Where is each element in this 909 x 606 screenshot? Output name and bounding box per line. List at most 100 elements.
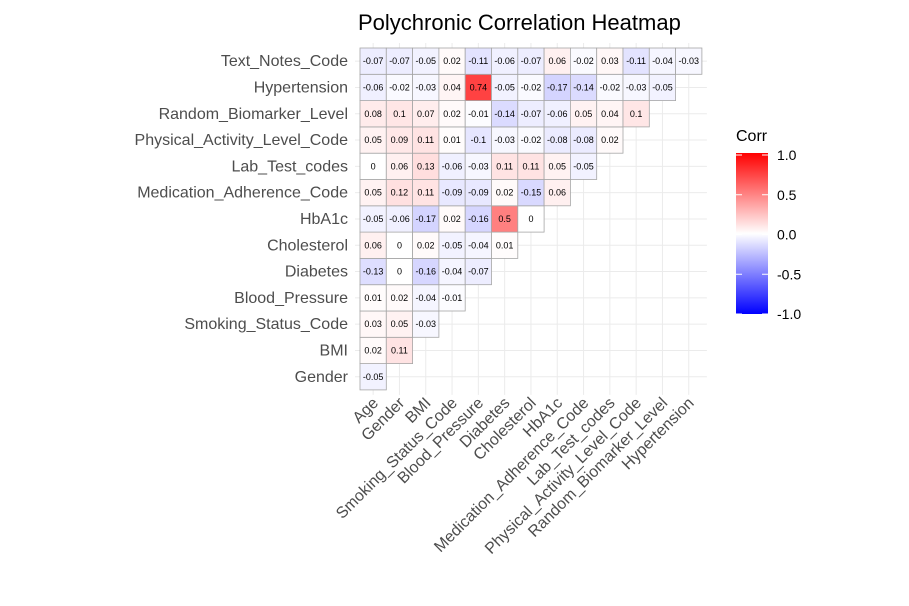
cell-value-label: -0.02 [389,82,410,92]
cell-value-label: -0.04 [415,293,436,303]
cell-value-label: -0.14 [494,109,515,119]
y-tick-label: Lab_Test_codes [231,158,348,175]
cell-value-label: 0.01 [443,135,461,145]
heatmap-cell [412,152,440,180]
legend-tick-label: 0.0 [777,227,797,243]
heatmap-cell [491,179,519,207]
heatmap-cell [359,336,387,364]
y-tick-label: BMI [320,342,348,359]
cell-value-label: 0.05 [548,161,566,171]
heatmap-cell [359,257,387,286]
heatmap-cell [438,152,466,180]
heatmap-cell [359,47,387,75]
y-tick-label: Random_Biomarker_Level [159,106,348,123]
cell-value-label: -0.06 [494,56,515,66]
heatmap-cell [412,73,440,102]
heatmap-cell [359,179,387,207]
heatmap-cells: -0.05 0.02 0.11 0.03 0.05 -0.03 0.01 0.02 -0.04 -… [359,47,703,391]
cell-value-label: 0.11 [496,161,513,171]
cell-value-label: 0.01 [496,240,514,250]
heatmap-cell [517,47,545,75]
cell-value-label: 0.05 [391,319,409,329]
cell-value-label: -0.05 [363,372,384,382]
cell-value-label: 0.02 [417,240,435,250]
heatmap-cell [385,47,413,75]
heatmap-cell [385,257,413,286]
heatmap-cell [412,310,440,338]
heatmap-cell [464,152,492,180]
heatmap-cell [570,73,598,102]
heatmap-cell [622,73,650,102]
heatmap-cell [491,126,519,154]
heatmap-cell [464,126,492,154]
y-tick-label: Diabetes [285,264,348,281]
cell-value-label: -0.03 [626,82,647,92]
cell-value-label: 0.11 [417,135,434,145]
cell-value-label: -0.04 [442,267,463,277]
cell-value-label: 0.11 [523,161,540,171]
cell-value-label: 0.03 [364,319,382,329]
heatmap-cell [622,100,650,128]
heatmap-cell [543,152,571,180]
cell-value-label: -0.02 [600,82,621,92]
cell-value-label: 0.02 [443,214,461,224]
cell-value-label: -0.08 [573,135,594,145]
heatmap-cell [543,47,571,75]
cell-value-label: 0.1 [630,109,643,119]
heatmap-cell [359,231,387,259]
cell-value-label: 0 [397,267,402,277]
cell-value-label: 0.04 [443,82,461,92]
cell-value-label: -0.02 [521,82,542,92]
cell-value-label: 0 [528,214,533,224]
y-axis-ticks: Gender BMI Smoking_Status_Code Blood_Pressu… [135,53,349,386]
cell-value-label: -0.03 [468,161,489,171]
heatmap-cell [517,179,545,207]
cell-value-label: -0.07 [521,56,542,66]
y-tick-label: Physical_Activity_Level_Code [135,132,349,149]
y-tick-label: HbA1c [300,211,348,228]
cell-value-label: 0.13 [417,161,435,171]
cell-value-label: -0.03 [415,82,436,92]
heatmap-cell [517,205,545,233]
cell-value-label: -0.06 [389,214,410,224]
heatmap-cell [412,205,440,233]
heatmap-cell [359,205,387,233]
heatmap-cell [596,47,624,75]
heatmap-cell [491,152,519,180]
heatmap-cell [359,126,387,154]
cell-value-label: -0.04 [652,56,673,66]
heatmap-cell [438,100,466,128]
heatmap-cell [543,179,571,207]
cell-value-label: 0 [397,240,402,250]
cell-value-label: 0.11 [417,188,434,198]
heatmap-cell [412,257,440,286]
heatmap-cell [385,100,413,128]
cell-value-label: -0.09 [442,188,463,198]
y-tick-label: Hypertension [254,79,348,96]
heatmap-cell [359,310,387,338]
cell-value-label: -0.05 [363,214,384,224]
cell-value-label: 0.01 [364,293,382,303]
cell-value-label: -0.17 [415,214,436,224]
cell-value-label: -0.06 [547,109,568,119]
cell-value-label: 0.02 [364,345,382,355]
cell-value-label: -0.11 [468,56,488,66]
heatmap-cell [385,310,413,338]
y-tick-label: Medication_Adherence_Code [137,185,348,202]
cell-value-label: -0.07 [363,56,384,66]
cell-value-label: 0.02 [391,293,409,303]
cell-value-label: -0.07 [521,109,542,119]
cell-value-label: -0.05 [573,161,594,171]
y-tick-label: Text_Notes_Code [221,53,348,70]
heatmap-cell [438,284,466,312]
cell-value-label: 0.12 [391,188,409,198]
cell-value-label: 0.74 [470,82,488,92]
heatmap-cell [543,73,571,102]
heatmap-cell [464,179,492,207]
heatmap-cell [438,47,466,75]
y-tick-label: Gender [295,369,349,386]
cell-value-label: 0.04 [601,109,619,119]
heatmap-cell [675,47,703,75]
cell-value-label: -0.16 [468,214,489,224]
